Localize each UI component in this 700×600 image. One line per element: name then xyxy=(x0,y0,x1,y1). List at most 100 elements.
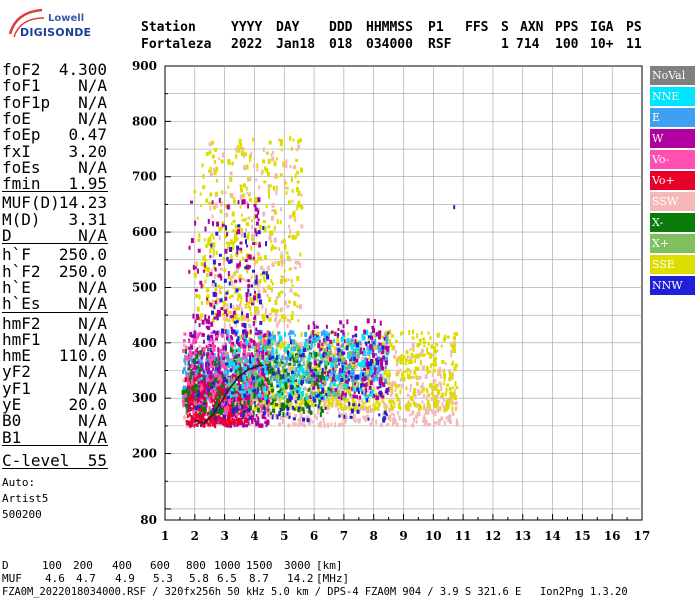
point-sse xyxy=(411,354,415,358)
param-value: 20.0 xyxy=(68,395,107,414)
point-sse xyxy=(359,366,362,370)
point-vo- xyxy=(249,376,252,382)
point-vo- xyxy=(230,397,233,401)
point-ssw xyxy=(294,372,298,378)
point-sse xyxy=(203,238,206,242)
point-vo- xyxy=(195,391,198,394)
point-sse xyxy=(283,390,287,394)
point-w xyxy=(231,373,234,378)
point-w xyxy=(193,330,197,336)
point-ssw xyxy=(434,411,437,417)
point-ssw xyxy=(284,387,287,393)
y-tick-label: 400 xyxy=(132,336,157,350)
point-sse xyxy=(282,161,286,167)
point-ssw xyxy=(271,156,275,162)
point-sse xyxy=(235,314,237,320)
point-sse xyxy=(271,385,275,390)
legend-item-x-: X+ xyxy=(650,234,695,253)
point-x- xyxy=(328,352,331,358)
point-x- xyxy=(268,380,271,385)
point-sse xyxy=(330,365,333,371)
point-sse xyxy=(247,231,250,236)
point-sse xyxy=(261,338,264,342)
point-ssw xyxy=(209,205,212,211)
point-vo- xyxy=(204,382,207,387)
point-w xyxy=(258,241,261,245)
param-row-fof1p: foF1p N/A xyxy=(2,93,107,112)
distance-value: 400 xyxy=(112,559,132,572)
point-x- xyxy=(283,368,287,373)
point-nne xyxy=(294,386,298,392)
point-x- xyxy=(308,345,311,349)
point-nnw xyxy=(206,335,210,341)
point-w xyxy=(381,395,385,399)
point-w xyxy=(254,204,257,208)
point-x- xyxy=(310,381,314,387)
point-ssw xyxy=(278,422,281,427)
point-sse xyxy=(427,331,430,335)
point-vo- xyxy=(194,372,197,378)
point-sse xyxy=(382,400,385,404)
point-w xyxy=(233,424,236,428)
point-x- xyxy=(344,385,347,391)
point-sse xyxy=(240,188,243,193)
point-ssw xyxy=(184,419,187,423)
point-sse xyxy=(200,262,204,267)
point-sse xyxy=(223,268,227,273)
point-sse xyxy=(293,215,296,221)
point-vo- xyxy=(209,397,212,403)
point-ssw xyxy=(274,261,277,265)
point-e xyxy=(250,360,253,364)
point-nnw xyxy=(241,404,243,410)
point-nne xyxy=(228,360,231,364)
hdr-label-station: Station xyxy=(141,20,196,35)
point-w xyxy=(224,367,227,372)
point-w xyxy=(194,319,197,324)
point-ssw xyxy=(211,283,215,287)
point-e xyxy=(277,331,281,335)
point-nne xyxy=(292,348,294,352)
point-sse xyxy=(279,139,283,142)
point-ssw xyxy=(250,151,253,155)
point-ssw xyxy=(249,192,252,197)
point-nnw xyxy=(289,396,293,401)
point-nnw xyxy=(233,320,237,324)
param-value: N/A xyxy=(78,157,107,177)
point-nnw xyxy=(266,366,269,371)
point-x- xyxy=(244,360,248,364)
point-nnw xyxy=(309,366,312,372)
point-sse xyxy=(238,335,242,341)
point-x- xyxy=(274,403,278,407)
point-ssw xyxy=(411,343,415,349)
point-w xyxy=(338,361,341,366)
point-sse xyxy=(290,315,294,321)
point-sse xyxy=(277,261,281,266)
point-sse xyxy=(339,402,343,406)
point-nnw xyxy=(225,225,227,231)
point-nnw xyxy=(256,358,259,362)
point-vo- xyxy=(187,422,190,426)
point-ssw xyxy=(265,307,267,313)
point-nne xyxy=(327,343,331,347)
point-vo- xyxy=(248,382,251,388)
point-vo- xyxy=(209,353,211,357)
point-sse xyxy=(389,373,391,378)
point-w xyxy=(223,345,226,349)
point-vo- xyxy=(187,409,191,413)
point-nnw xyxy=(216,317,219,321)
point-sse xyxy=(294,340,297,346)
point-nne xyxy=(258,378,262,382)
point-nne xyxy=(300,349,304,353)
point-sse xyxy=(284,181,288,185)
point-ssw xyxy=(270,153,273,157)
point-e xyxy=(182,370,184,374)
point-sse xyxy=(263,166,266,171)
point-x- xyxy=(285,362,288,366)
point-sse xyxy=(368,405,371,408)
point-e xyxy=(270,352,272,357)
point-vo- xyxy=(187,396,190,401)
point-vo- xyxy=(249,399,252,405)
point-x- xyxy=(238,366,242,371)
point-vo- xyxy=(187,384,190,390)
point-sse xyxy=(442,370,445,374)
